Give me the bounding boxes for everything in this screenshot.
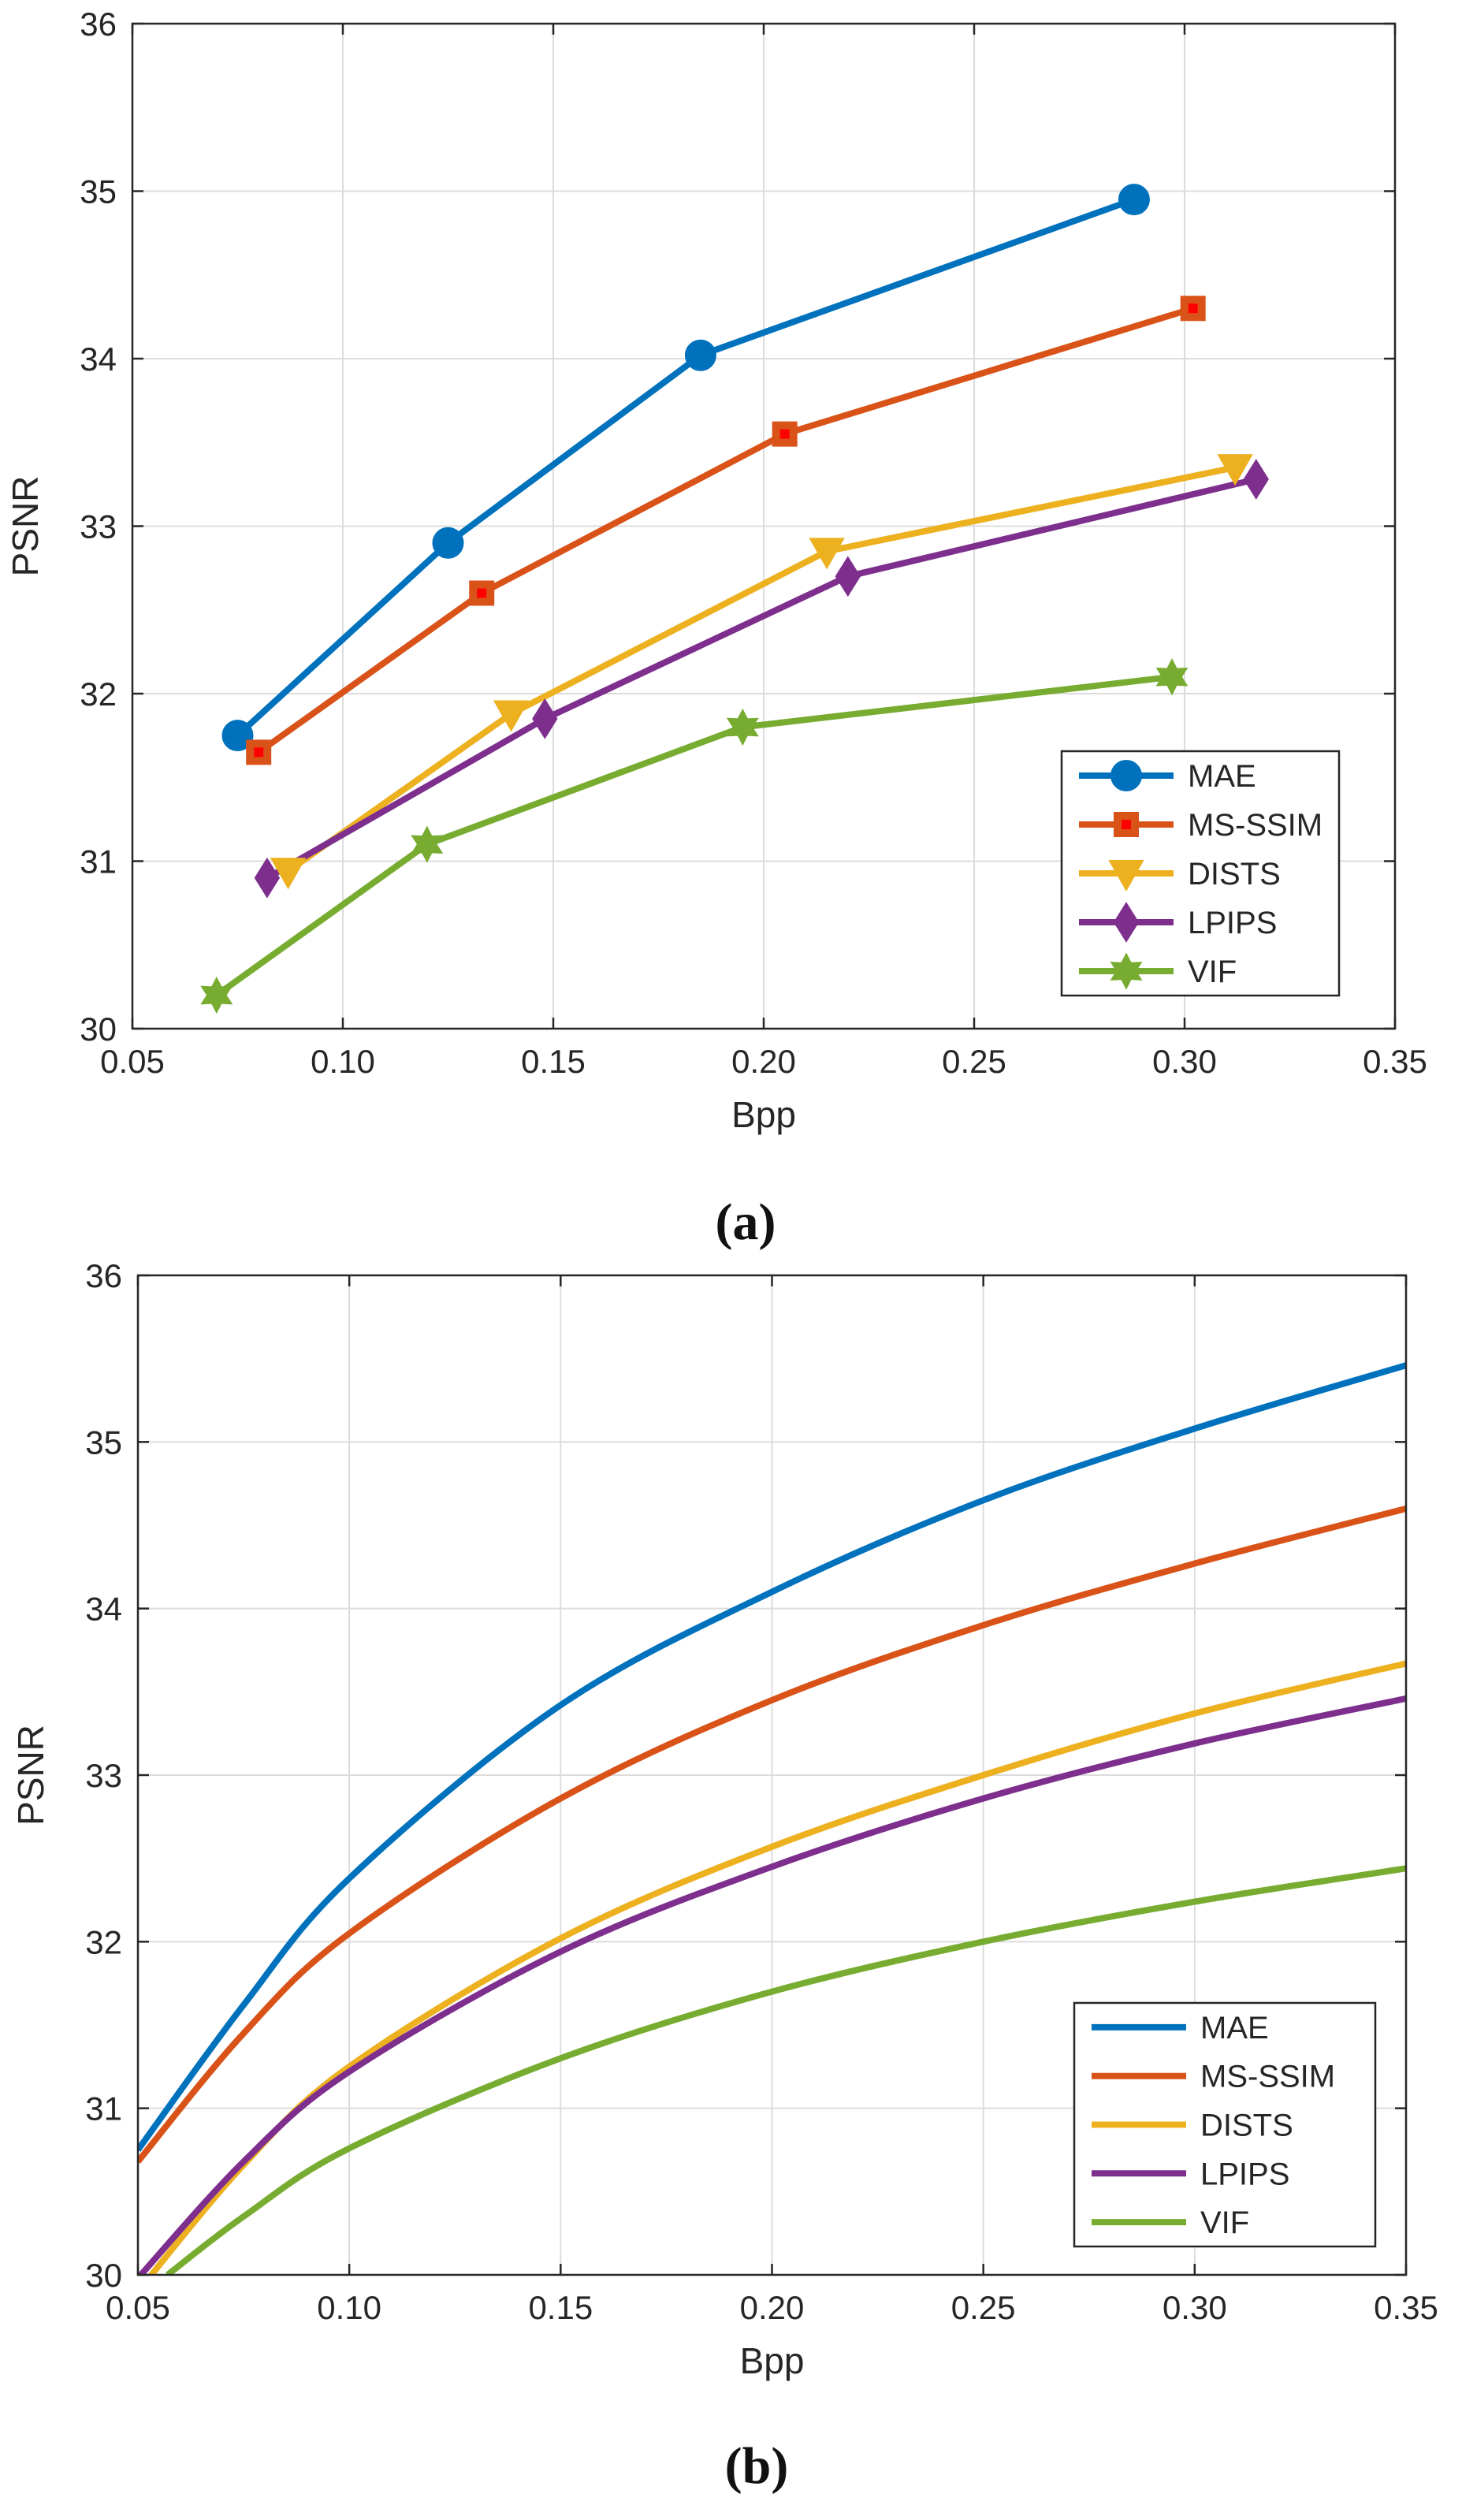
data-point-ms-ssim [772, 421, 798, 447]
legend-label-lpips: LPIPS [1188, 906, 1277, 940]
x-tick-label: 0.35 [1374, 2289, 1438, 2326]
y-tick-label: 34 [80, 341, 117, 378]
legend-label-lpips: LPIPS [1200, 2157, 1289, 2191]
series-line-mae [235, 196, 1136, 739]
data-point-vif [726, 708, 759, 746]
x-tick-label: 0.20 [740, 2289, 805, 2326]
y-tick-label: 33 [80, 508, 117, 545]
x-tick-label: 0.20 [731, 1043, 796, 1080]
gridlines [138, 1275, 1406, 2275]
y-tick-label: 36 [80, 6, 117, 43]
data-point-mae [432, 527, 464, 559]
series-line-dists [286, 464, 1236, 874]
legend: MAE MS-SSIM DISTS LPIPS VIF [1073, 2001, 1377, 2248]
series-line-lpips [138, 1695, 1406, 2275]
legend-label-dists: DISTS [1188, 857, 1281, 891]
y-tick-label: 31 [80, 843, 117, 880]
legend-marker-lpips [1113, 902, 1140, 943]
data-point-mae [684, 339, 716, 371]
x-tick-label: 0.10 [311, 1043, 375, 1080]
data-point-vif [411, 825, 444, 863]
series-line-mae [138, 1362, 1406, 2152]
y-tick-label: 30 [85, 2257, 122, 2294]
series-line-vif [214, 673, 1173, 998]
legend-label-ms-ssim: MS-SSIM [1200, 2060, 1335, 2094]
legend-marker-vif [1110, 952, 1143, 990]
data-point-lpips [1243, 459, 1269, 500]
x-tick-label: 0.10 [317, 2289, 381, 2326]
x-tick-label: 0.15 [528, 2289, 593, 2326]
x-tick-label: 0.15 [521, 1043, 586, 1080]
legend-marker-ms-ssim [1114, 812, 1139, 837]
x-tick-label: 0.35 [1363, 1043, 1427, 1080]
data-point-dists [809, 538, 845, 570]
x-tick-label: 0.25 [951, 2289, 1016, 2326]
markers-group [200, 184, 1269, 1014]
data-point-mae [221, 720, 254, 752]
panel-label: (a) [716, 1193, 776, 1251]
chart-panel-a: 0.05 0.10 0.15 0.20 0.25 0.30 0.35 30 31 32 33 34 35… [5, 6, 1427, 1251]
legend-label-ms-ssim: MS-SSIM [1188, 808, 1322, 843]
y-axis-label: PSNR [5, 476, 46, 577]
y-tick-label: 32 [85, 1923, 122, 1960]
y-tick-label: 33 [85, 1757, 122, 1794]
y-tick-label: 35 [80, 173, 117, 210]
legend-marker-dists [1108, 860, 1144, 892]
legend-label-mae: MAE [1200, 2011, 1269, 2045]
legend-label-vif: VIF [1200, 2205, 1249, 2240]
data-point-lpips [254, 857, 281, 899]
x-axis-label: Bpp [731, 1094, 796, 1135]
legend-box [1073, 2001, 1377, 2248]
data-point-dists [493, 700, 530, 732]
chart-panel-b: 0.05 0.10 0.15 0.20 0.25 0.30 0.35 30 31 32 33 34 35… [10, 1257, 1438, 2495]
y-axis-label: PSNR [10, 1725, 51, 1826]
legend-label-vif: VIF [1188, 955, 1237, 989]
data-point-dists [1217, 454, 1253, 486]
legend-label-dists: DISTS [1200, 2109, 1293, 2143]
gridlines [132, 24, 1395, 1029]
y-tick-label: 32 [80, 676, 117, 713]
series-line-ms-ssim [138, 1506, 1406, 2164]
data-point-vif [1155, 658, 1189, 696]
x-tick-label: 0.30 [1152, 1043, 1217, 1080]
series-line-ms-ssim [256, 305, 1194, 755]
x-tick-label: 0.25 [942, 1043, 1006, 1080]
data-point-dists [270, 858, 307, 890]
data-point-lpips [532, 698, 558, 739]
data-point-ms-ssim [1180, 296, 1206, 322]
data-point-ms-ssim [246, 739, 272, 765]
legend-marker-mae [1110, 760, 1142, 791]
data-point-vif [200, 976, 233, 1014]
y-tick-label: 35 [85, 1424, 122, 1461]
legend: MAE MS-SSIM DISTS LPIPS VIF [1060, 750, 1341, 997]
series-line-lpips [265, 476, 1257, 881]
series-group [138, 1362, 1406, 2275]
x-tick-label: 0.30 [1163, 2289, 1227, 2326]
y-tick-label: 30 [80, 1011, 117, 1048]
x-tick-label: 0.05 [100, 1043, 165, 1080]
data-point-ms-ssim [469, 580, 495, 606]
data-point-lpips [835, 556, 861, 597]
y-tick-label: 31 [85, 2090, 122, 2127]
series-line-vif [166, 1865, 1406, 2275]
legend-label-mae: MAE [1188, 759, 1256, 794]
data-point-mae [1118, 184, 1150, 216]
y-tick-label: 34 [85, 1591, 122, 1628]
series-group [214, 196, 1257, 998]
y-tick-label: 36 [85, 1257, 122, 1294]
x-tick-label: 0.05 [106, 2289, 170, 2326]
panel-label: (b) [725, 2437, 789, 2495]
x-axis-label: Bpp [740, 2340, 805, 2381]
